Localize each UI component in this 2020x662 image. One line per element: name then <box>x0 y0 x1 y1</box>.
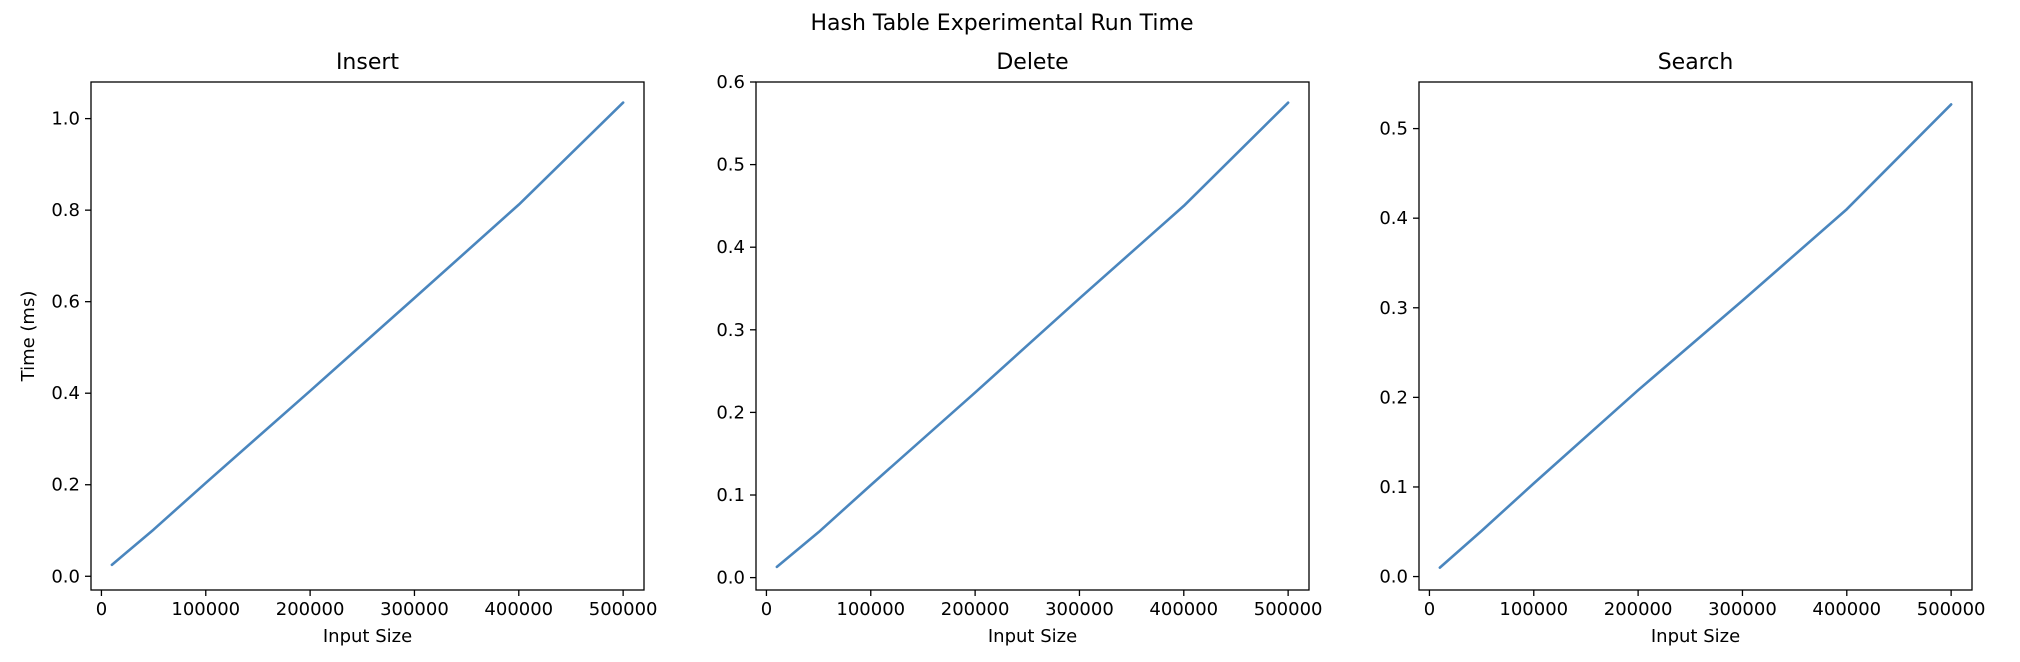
y-tick-label: 1.0 <box>51 109 80 130</box>
subplots: 0 100000 200000 300000 400000 500000 0.0 0.2 0.4… <box>18 50 1985 647</box>
y-tick-label: 0.2 <box>51 475 80 496</box>
subplot-insert: 0 100000 200000 300000 400000 500000 0.0 0.2 0.4… <box>18 50 657 647</box>
subplot-search: 0 100000 200000 300000 400000 500000 0.0 0.1 0.2… <box>1379 50 1985 647</box>
x-axis-label: Input Size <box>988 626 1077 647</box>
y-tick-label: 0.3 <box>716 320 745 341</box>
y-tick-label: 0.6 <box>716 72 745 93</box>
subplot-title: Search <box>1658 50 1734 75</box>
y-tick-label: 0.0 <box>716 568 745 589</box>
x-tick-label: 0 <box>96 599 107 620</box>
x-tick-label: 500000 <box>589 599 658 620</box>
series-line <box>110 101 625 567</box>
axes-frame <box>755 81 1310 591</box>
x-tick-label: 100000 <box>171 599 240 620</box>
y-tick-label: 0.0 <box>1379 567 1408 588</box>
x-tick-label: 0 <box>1424 599 1435 620</box>
x-tick-label: 200000 <box>1604 599 1673 620</box>
x-tick-label: 400000 <box>484 599 553 620</box>
x-tick-label: 400000 <box>1812 599 1881 620</box>
x-tick-label: 200000 <box>941 599 1010 620</box>
x-tick-label: 500000 <box>1917 599 1986 620</box>
x-axis-label: Input Size <box>323 626 412 647</box>
y-tick-label: 0.0 <box>51 566 80 587</box>
axes-frame <box>1418 81 1973 591</box>
y-tick-label: 0.8 <box>51 200 80 221</box>
subplot-title: Insert <box>336 50 399 75</box>
x-tick-label: 200000 <box>276 599 345 620</box>
series-line <box>1438 103 1953 569</box>
y-tick-label: 0.3 <box>1379 298 1408 319</box>
x-axis-label: Input Size <box>1651 626 1740 647</box>
y-tick-label: 0.2 <box>1379 387 1408 408</box>
figure-suptitle: Hash Table Experimental Run Time <box>810 11 1193 36</box>
y-tick-label: 0.1 <box>716 485 745 506</box>
y-tick-label: 0.5 <box>1379 119 1408 140</box>
y-tick-label: 0.6 <box>51 292 80 313</box>
x-tick-label: 500000 <box>1254 599 1323 620</box>
series-line <box>775 101 1290 569</box>
x-tick-label: 300000 <box>1708 599 1777 620</box>
x-tick-label: 300000 <box>380 599 449 620</box>
x-tick-label: 100000 <box>836 599 905 620</box>
subplot-delete: 0 100000 200000 300000 400000 500000 0.0 0.1 0.2… <box>716 50 1322 647</box>
y-tick-label: 0.4 <box>716 237 745 258</box>
y-tick-label: 0.4 <box>1379 208 1408 229</box>
y-tick-label: 0.5 <box>716 155 745 176</box>
subplot-title: Delete <box>996 50 1068 75</box>
x-tick-label: 300000 <box>1045 599 1114 620</box>
y-tick-label: 0.2 <box>716 402 745 423</box>
y-tick-label: 0.1 <box>1379 477 1408 498</box>
y-axis-label: Time (ms) <box>18 291 39 383</box>
x-tick-label: 400000 <box>1149 599 1218 620</box>
x-tick-label: 0 <box>761 599 772 620</box>
y-tick-label: 0.4 <box>51 383 80 404</box>
axes-frame <box>90 81 645 591</box>
x-tick-label: 100000 <box>1499 599 1568 620</box>
